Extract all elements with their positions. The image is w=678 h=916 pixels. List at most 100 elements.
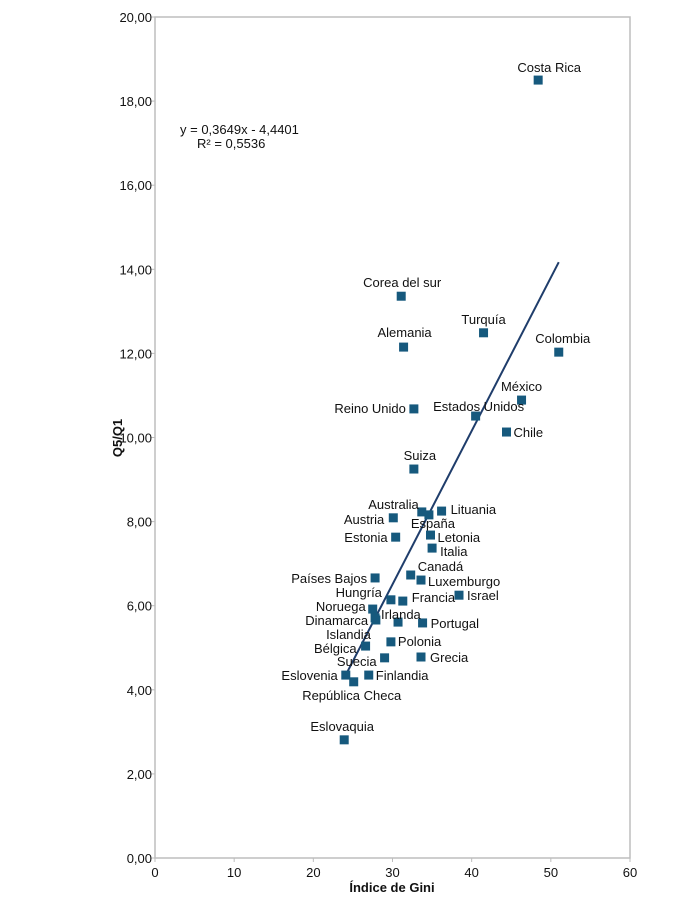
data-point — [396, 291, 406, 301]
x-tick-label: 40 — [464, 865, 478, 880]
y-tick-label: 6,00 — [127, 599, 152, 614]
y-tick-label: 10,00 — [119, 431, 152, 446]
data-points — [339, 75, 564, 745]
point-label: Polonia — [398, 634, 442, 649]
point-label: Australia — [368, 497, 419, 512]
point-label: Suecia — [337, 654, 378, 669]
trendline — [344, 261, 560, 677]
data-point — [364, 670, 374, 680]
data-point — [393, 617, 403, 627]
point-label: Estados Unidos — [433, 399, 525, 414]
point-label: Islandia — [326, 627, 372, 642]
data-point — [426, 530, 435, 540]
data-point — [368, 604, 378, 614]
data-point — [427, 543, 437, 553]
data-point — [533, 75, 543, 85]
data-point — [398, 596, 408, 606]
data-point — [416, 652, 426, 662]
point-label: República Checa — [302, 688, 402, 703]
y-tick-label: 4,00 — [127, 683, 152, 698]
x-tick-label: 60 — [623, 865, 637, 880]
data-point — [479, 328, 489, 338]
point-label: Eslovaquia — [310, 719, 374, 734]
data-point — [471, 411, 481, 421]
data-point — [454, 590, 464, 600]
data-point — [370, 573, 380, 583]
y-axis-label: Q5/Q1 — [110, 419, 125, 457]
data-point — [406, 570, 416, 580]
data-point — [424, 510, 434, 520]
point-label: Dinamarca — [305, 613, 369, 628]
point-label: México — [501, 379, 542, 394]
point-label: Letonia — [438, 530, 481, 545]
point-label: Luxemburgo — [428, 574, 500, 589]
x-axis: 0 10 20 30 40 50 60 — [151, 858, 637, 880]
point-label: Italia — [440, 544, 468, 559]
data-point — [502, 427, 511, 437]
x-axis-label: Índice de Gini — [349, 880, 434, 895]
y-tick-label: 18,00 — [119, 94, 152, 109]
x-tick-label: 0 — [151, 865, 158, 880]
point-label: Grecia — [430, 650, 469, 665]
r-squared: R² = 0,5536 — [197, 136, 265, 151]
point-label: Austria — [344, 512, 385, 527]
y-tick-label: 2,00 — [127, 767, 152, 782]
point-label: Países Bajos — [291, 571, 367, 586]
y-tick-label: 12,00 — [119, 346, 152, 361]
point-label: Colombia — [535, 331, 591, 346]
data-point — [386, 595, 396, 605]
data-point — [554, 347, 564, 357]
data-point — [349, 677, 359, 687]
point-label: Noruega — [316, 599, 367, 614]
point-label: Chile — [514, 425, 544, 440]
point-labels: Costa Rica Corea del sur Alemania Turquía Co… — [281, 60, 591, 734]
data-point — [341, 670, 351, 680]
point-label: España — [411, 516, 456, 531]
data-point — [361, 641, 371, 651]
point-label: Turquía — [461, 312, 506, 327]
y-tick-label: 16,00 — [119, 178, 152, 193]
trendline-equation: y = 0,3649x - 4,4401 — [180, 122, 299, 137]
point-label: Israel — [467, 588, 499, 603]
data-point — [409, 404, 419, 414]
y-axis: 0,00 2,00 4,00 6,00 8,00 10,00 12,00 14,00 16,00… — [119, 10, 155, 866]
x-tick-label: 50 — [544, 865, 558, 880]
data-point — [418, 618, 428, 628]
y-tick-label: 14,00 — [119, 262, 152, 277]
data-point — [417, 507, 427, 517]
point-label: Bélgica — [314, 641, 357, 656]
data-point — [437, 506, 447, 516]
data-point — [371, 615, 381, 625]
data-point — [391, 532, 401, 542]
point-label: Corea del sur — [363, 275, 442, 290]
point-label: Finlandia — [376, 668, 430, 683]
data-point — [386, 637, 396, 647]
y-tick-label: 8,00 — [127, 515, 152, 530]
point-label: Francia — [412, 590, 456, 605]
x-tick-label: 10 — [227, 865, 241, 880]
point-label: Canadá — [418, 559, 464, 574]
point-label: Alemania — [377, 325, 432, 340]
y-tick-label: 20,00 — [119, 10, 152, 25]
trendline-group — [344, 261, 560, 677]
y-tick-label: 0,00 — [127, 851, 152, 866]
data-point — [416, 575, 426, 585]
point-label: Suiza — [404, 448, 437, 463]
point-label: Reino Unido — [334, 401, 406, 416]
point-label: Portugal — [431, 616, 480, 631]
data-point — [517, 395, 527, 405]
data-point — [339, 735, 349, 745]
data-point — [409, 464, 419, 474]
point-label: Costa Rica — [517, 60, 581, 75]
point-label: Irlanda — [381, 607, 422, 622]
point-label: Hungría — [336, 585, 383, 600]
data-point — [399, 342, 409, 352]
point-label: Eslovenia — [281, 668, 338, 683]
x-tick-label: 30 — [385, 865, 399, 880]
data-point — [388, 513, 398, 523]
x-tick-label: 20 — [306, 865, 320, 880]
point-label: Estonia — [344, 530, 388, 545]
point-label: Lituania — [451, 502, 497, 517]
data-point — [380, 653, 390, 663]
